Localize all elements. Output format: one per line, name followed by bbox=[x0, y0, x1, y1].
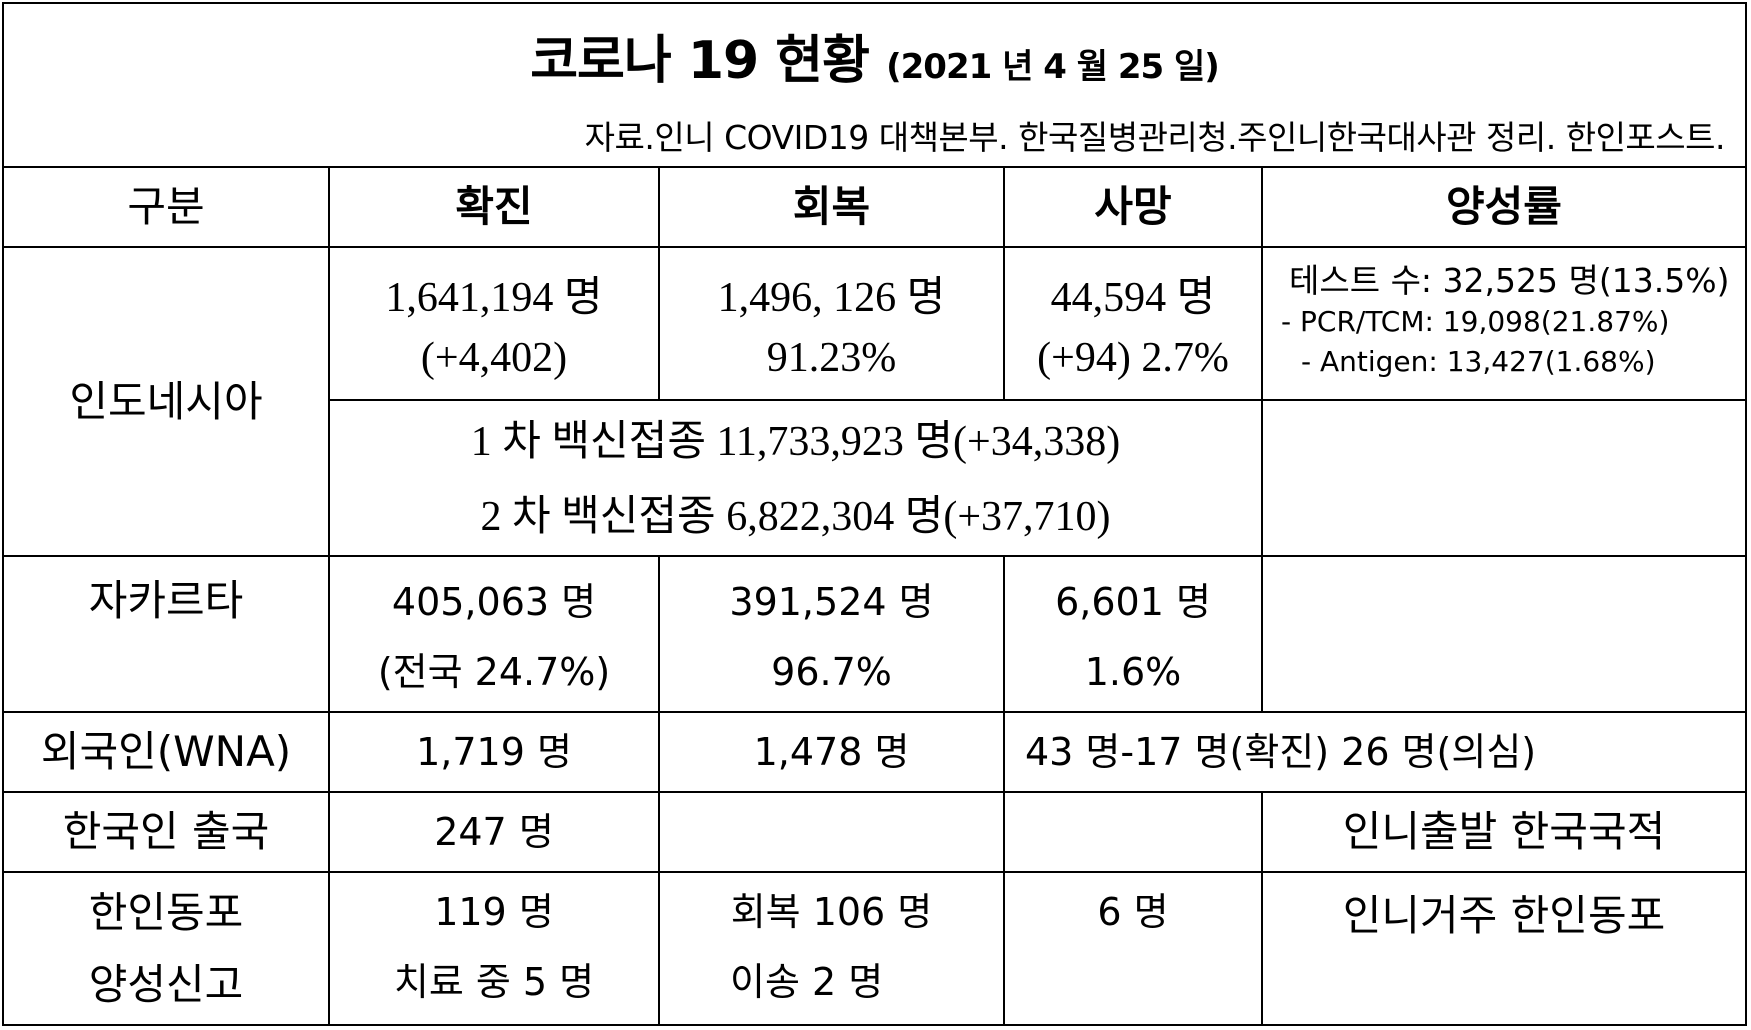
jakarta-confirmed-count: 405,063 명 bbox=[391, 580, 597, 624]
foreigners-confirmed: 1,719 명 bbox=[328, 711, 660, 793]
indonesia-deaths-count: 44,594 명 bbox=[1050, 275, 1216, 321]
korean-residents-note: 인니거주 한인동포 bbox=[1261, 871, 1745, 1026]
korean-departure-empty-1 bbox=[658, 791, 1005, 873]
jakarta-confirmed: 405,063 명 (전국 24.7%) bbox=[328, 555, 660, 713]
korean-departure-label: 한국인 출국 bbox=[4, 791, 330, 873]
korean-departure-empty-2 bbox=[1003, 791, 1263, 873]
jakarta-deaths-count: 6,601 명 bbox=[1055, 580, 1211, 624]
indonesia-positivity: 테스트 수: 32,525 명(13.5%) - PCR/TCM: 19,098… bbox=[1261, 246, 1745, 401]
title-area: 코로나 19 현황 (2021 년 4 월 25 일) 자료.인니 COVID1… bbox=[4, 4, 1745, 168]
pcr-tcm-count: - PCR/TCM: 19,098(21.87%) bbox=[1281, 305, 1670, 338]
header-confirmed: 확진 bbox=[328, 168, 660, 248]
indonesia-deaths-change: (+94) 2.7% bbox=[1037, 335, 1229, 381]
header-positivity: 양성률 bbox=[1261, 168, 1745, 248]
korean-residents-label-line1: 한인동포 bbox=[88, 888, 244, 937]
title-date: (2021 년 4 월 25 일) bbox=[886, 47, 1220, 87]
jakarta-recovered-count: 391,524 명 bbox=[729, 580, 934, 624]
test-count: 테스트 수: 32,525 명(13.5%) bbox=[1289, 261, 1730, 300]
jakarta-row: 자카르타 405,063 명 (전국 24.7%) 391,524 명 96.7… bbox=[4, 555, 1745, 713]
korean-residents-row: 한인동포 양성신고 119 명 치료 중 5 명 회복 106 명 이송 2 명… bbox=[4, 871, 1745, 1026]
jakarta-deaths: 6,601 명 1.6% bbox=[1003, 555, 1263, 713]
vaccine-first-dose: 1 차 백신접종 11,733,923 명(+34,338) bbox=[470, 419, 1121, 465]
jakarta-label: 자카르타 bbox=[4, 555, 330, 713]
indonesia-deaths: 44,594 명 (+94) 2.7% bbox=[1003, 246, 1263, 401]
korean-residents-recovered-count: 회복 106 명 bbox=[730, 890, 933, 934]
indonesia-label: 인도네시아 bbox=[4, 246, 330, 557]
korean-residents-recovered: 회복 106 명 이송 2 명 bbox=[658, 871, 1005, 1026]
korean-residents-label-line2: 양성신고 bbox=[88, 960, 244, 1009]
indonesia-confirmed-count: 1,641,194 명 bbox=[385, 275, 603, 321]
covid-table: 구분 확진 회복 사망 양성률 인도네시아 1,641,194 명 (+4,40… bbox=[4, 168, 1745, 1026]
header-category: 구분 bbox=[4, 168, 330, 248]
vaccine-row: 1 차 백신접종 11,733,923 명(+34,338) 2 차 백신접종 … bbox=[4, 399, 1745, 557]
header-row: 구분 확진 회복 사망 양성률 bbox=[4, 168, 1745, 248]
korean-departure-note: 인니출발 한국국적 bbox=[1261, 791, 1745, 873]
indonesia-recovered: 1,496, 126 명 91.23% bbox=[658, 246, 1005, 401]
korean-residents-confirmed-count: 119 명 bbox=[434, 890, 554, 934]
foreigners-recovered: 1,478 명 bbox=[658, 711, 1005, 793]
vaccine-second-dose: 2 차 백신접종 6,822,304 명(+37,710) bbox=[480, 494, 1111, 540]
jakarta-deaths-rate: 1.6% bbox=[1084, 650, 1182, 694]
document-title: 코로나 19 현황 (2021 년 4 월 25 일) bbox=[4, 26, 1745, 102]
jakarta-confirmed-share: (전국 24.7%) bbox=[377, 650, 611, 694]
foreigners-label: 외국인(WNA) bbox=[4, 711, 330, 793]
foreigners-deaths: 43 명-17 명(확진) 26 명(의심) bbox=[1003, 711, 1745, 793]
header-recovered: 회복 bbox=[658, 168, 1005, 248]
korean-residents-label: 한인동포 양성신고 bbox=[4, 871, 330, 1026]
vaccine-empty-cell bbox=[1261, 399, 1745, 557]
indonesia-row: 인도네시아 1,641,194 명 (+4,402) 1,496, 126 명 … bbox=[4, 246, 1745, 557]
jakarta-recovered: 391,524 명 96.7% bbox=[658, 555, 1005, 713]
header-deaths: 사망 bbox=[1003, 168, 1263, 248]
korean-residents-in-treatment: 치료 중 5 명 bbox=[393, 960, 595, 1004]
indonesia-recovered-count: 1,496, 126 명 bbox=[717, 275, 946, 321]
indonesia-recovered-rate: 91.23% bbox=[766, 335, 897, 381]
foreigners-row: 외국인(WNA) 1,719 명 1,478 명 43 명-17 명(확진) 2… bbox=[4, 711, 1745, 793]
korean-departure-row: 한국인 출국 247 명 인니출발 한국국적 bbox=[4, 791, 1745, 873]
korean-residents-confirmed: 119 명 치료 중 5 명 bbox=[328, 871, 660, 1026]
korean-residents-deaths: 6 명 bbox=[1003, 871, 1263, 1026]
source-note: 자료.인니 COVID19 대책본부. 한국질병관리청.주인니한국대사관 정리.… bbox=[584, 118, 1726, 157]
jakarta-recovered-rate: 96.7% bbox=[771, 650, 892, 694]
korean-departure-count: 247 명 bbox=[328, 791, 660, 873]
vaccine-cell: 1 차 백신접종 11,733,923 명(+34,338) 2 차 백신접종 … bbox=[329, 399, 1263, 557]
indonesia-confirmed-change: (+4,402) bbox=[420, 335, 568, 381]
indonesia-confirmed: 1,641,194 명 (+4,402) bbox=[328, 246, 660, 401]
title-main: 코로나 19 현황 bbox=[530, 31, 870, 91]
antigen-count: - Antigen: 13,427(1.68%) bbox=[1301, 345, 1656, 378]
korean-residents-transferred: 이송 2 명 bbox=[730, 960, 884, 1004]
jakarta-empty-cell bbox=[1261, 555, 1745, 713]
